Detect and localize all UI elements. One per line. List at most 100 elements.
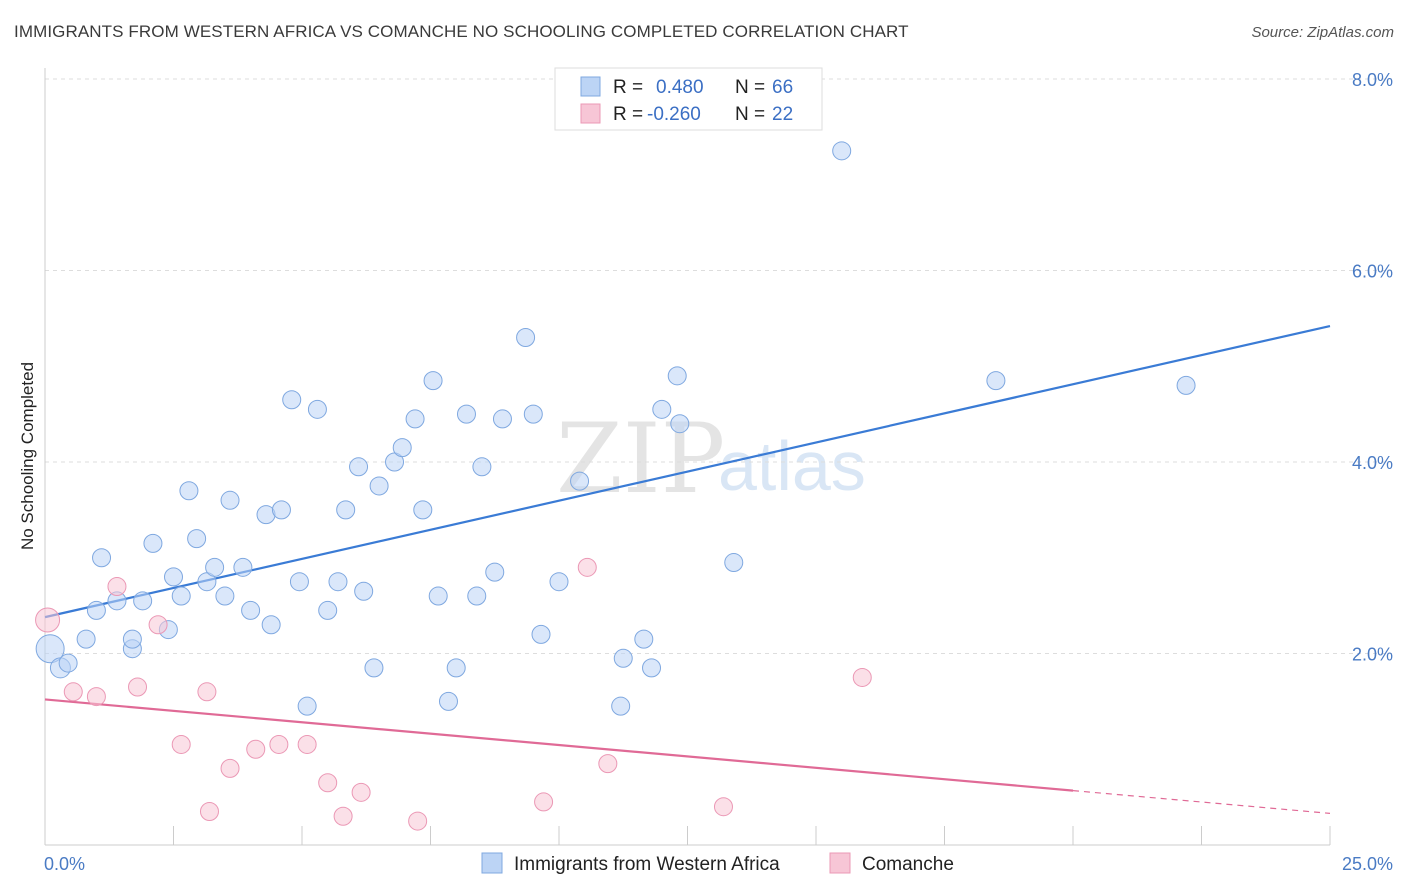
y-tick-labels: 2.0% 4.0% 6.0% 8.0% [1352, 70, 1393, 665]
data-point-immigrants [472, 457, 492, 477]
data-point-immigrants [364, 658, 384, 678]
data-point-immigrants [35, 634, 65, 664]
legend-swatch-blue [580, 76, 601, 97]
x-tick-label-max: 25.0% [1342, 854, 1393, 874]
data-point-comanche [318, 773, 338, 793]
data-point-immigrants [76, 629, 96, 649]
data-point-comanche [577, 557, 597, 577]
data-point-immigrants [187, 529, 207, 549]
data-point-immigrants [261, 615, 281, 635]
data-point-comanche [128, 677, 148, 697]
data-point-comanche [534, 792, 554, 812]
trend-lines [44, 324, 1331, 815]
stats-legend: R = 0.480 N = 66 R = -0.260 N = 22 [554, 67, 823, 131]
data-point-immigrants [318, 600, 338, 620]
legend-n-label-2: N = [735, 104, 765, 125]
data-point-immigrants [467, 586, 487, 606]
data-point-immigrants [423, 371, 443, 391]
data-point-comanche [220, 758, 240, 778]
watermark-zip: ZIP [556, 403, 725, 515]
data-point-immigrants [531, 624, 551, 644]
data-point-immigrants [613, 648, 633, 668]
data-point-comanche [86, 687, 106, 707]
data-point-immigrants [634, 629, 654, 649]
data-point-immigrants [171, 586, 191, 606]
data-point-immigrants [86, 600, 106, 620]
data-point-comanche [408, 811, 428, 831]
data-point-immigrants [670, 414, 690, 434]
data-point-immigrants [241, 600, 261, 620]
data-point-immigrants [354, 581, 374, 601]
data-point-comanche [246, 739, 266, 759]
data-point-immigrants [446, 658, 466, 678]
data-point-immigrants [336, 500, 356, 520]
data-point-immigrants [122, 629, 142, 649]
data-point-immigrants [549, 572, 569, 592]
data-point-immigrants [233, 557, 253, 577]
data-point-immigrants [133, 591, 153, 611]
x-tick-label-min: 0.0% [44, 854, 85, 874]
data-point-comanche [351, 782, 371, 802]
series-legend-label-immigrants: Immigrants from Western Africa [514, 854, 780, 875]
data-point-immigrants [516, 328, 536, 348]
data-point-immigrants [349, 457, 369, 477]
data-point-comanche [297, 734, 317, 754]
series-immigrants-points [35, 141, 1196, 716]
data-point-comanche [199, 801, 219, 821]
data-point-immigrants [215, 586, 235, 606]
data-point-immigrants [179, 481, 199, 501]
source-label: Source: ZipAtlas.com [1251, 24, 1394, 41]
data-point-immigrants [986, 371, 1006, 391]
y-tick-label: 2.0% [1352, 645, 1393, 665]
data-point-immigrants [392, 438, 412, 458]
series-comanche-points [35, 557, 872, 831]
legend-r-value-1: 0.480 [656, 77, 704, 98]
data-point-immigrants [570, 471, 590, 491]
y-tick-label: 6.0% [1352, 262, 1393, 282]
data-point-immigrants [1176, 375, 1196, 395]
data-point-immigrants [485, 562, 505, 582]
x-tick-marks [173, 826, 1331, 845]
data-point-comanche [171, 734, 191, 754]
data-point-comanche [713, 797, 733, 817]
data-point-immigrants [205, 557, 225, 577]
data-point-comanche [148, 615, 168, 635]
data-point-comanche [333, 806, 353, 826]
legend-n-value-2: 22 [772, 104, 793, 125]
data-point-immigrants [271, 500, 291, 520]
series-legend: Immigrants from Western Africa Comanche [481, 852, 954, 875]
data-point-immigrants [282, 390, 302, 410]
y-tick-label: 8.0% [1352, 70, 1393, 90]
data-point-comanche [598, 754, 618, 774]
data-point-immigrants [428, 586, 448, 606]
data-point-comanche [63, 682, 83, 702]
data-point-immigrants [307, 399, 327, 419]
trend-line-comanche [44, 698, 1074, 792]
y-tick-label: 4.0% [1352, 453, 1393, 473]
data-point-immigrants [164, 567, 183, 587]
data-point-immigrants [724, 553, 744, 573]
data-point-immigrants [405, 409, 425, 429]
data-point-immigrants [58, 653, 78, 673]
data-point-immigrants [832, 141, 852, 161]
legend-r-label-2: R = [613, 104, 643, 125]
data-point-immigrants [611, 696, 631, 716]
series-legend-swatch-comanche [829, 852, 851, 874]
trend-line-immigrants [44, 324, 1331, 619]
data-point-comanche [197, 682, 217, 702]
legend-swatch-pink [580, 103, 601, 124]
data-point-immigrants [92, 548, 112, 568]
data-point-immigrants [289, 572, 309, 592]
data-point-immigrants [369, 476, 389, 496]
data-point-immigrants [143, 533, 163, 553]
data-point-immigrants [667, 366, 687, 386]
data-point-immigrants [652, 399, 672, 419]
data-point-immigrants [523, 404, 543, 424]
series-legend-label-comanche: Comanche [862, 854, 954, 875]
data-point-comanche [269, 734, 289, 754]
y-axis-label: No Schooling Completed [18, 362, 37, 550]
data-point-immigrants [438, 691, 458, 711]
watermark-atlas: atlas [718, 427, 866, 505]
data-point-immigrants [492, 409, 512, 429]
